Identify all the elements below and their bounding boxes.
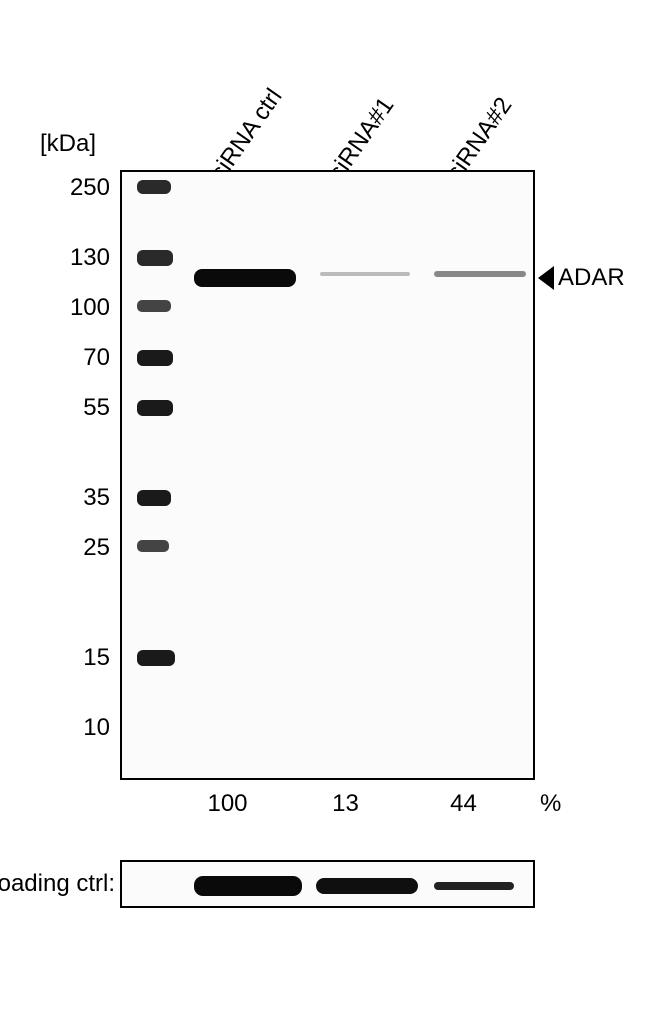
loading-band-ctrl: [194, 876, 302, 896]
adar-band-ctrl: [194, 269, 296, 287]
tick-label: 35: [50, 484, 110, 512]
adar-text: ADAR: [558, 264, 625, 292]
percent-unit: %: [540, 790, 570, 818]
kda-unit-label: [kDa]: [40, 130, 96, 158]
tick-label: 15: [50, 644, 110, 672]
tick-label: 130: [50, 244, 110, 272]
ladder-band: [137, 180, 171, 194]
loading-band-sirna2: [434, 882, 514, 890]
ladder-band: [137, 300, 171, 312]
ladder-band: [137, 540, 169, 552]
arrowhead-icon: [538, 266, 554, 290]
loading-ctrl-label: Loading ctrl:: [0, 870, 115, 898]
adar-band-sirna1: [320, 272, 410, 276]
tick-label: 25: [50, 534, 110, 562]
ladder-band: [137, 650, 175, 666]
loading-blot: [120, 860, 535, 908]
tick-label: 100: [50, 294, 110, 322]
tick-label: 10: [50, 714, 110, 742]
main-blot: [120, 170, 535, 780]
ladder-band: [137, 490, 171, 506]
percent-sirna2: 44: [436, 790, 491, 818]
percent-sirna1: 13: [318, 790, 373, 818]
ladder-band: [137, 250, 173, 266]
adar-band-sirna2: [434, 271, 526, 277]
ladder-band: [137, 400, 173, 416]
adar-label: ADAR: [538, 264, 625, 292]
percent-ctrl: 100: [200, 790, 255, 818]
tick-label: 55: [50, 394, 110, 422]
tick-label: 70: [50, 344, 110, 372]
ladder-band: [137, 350, 173, 366]
loading-band-sirna1: [316, 878, 418, 894]
tick-label: 250: [50, 174, 110, 202]
